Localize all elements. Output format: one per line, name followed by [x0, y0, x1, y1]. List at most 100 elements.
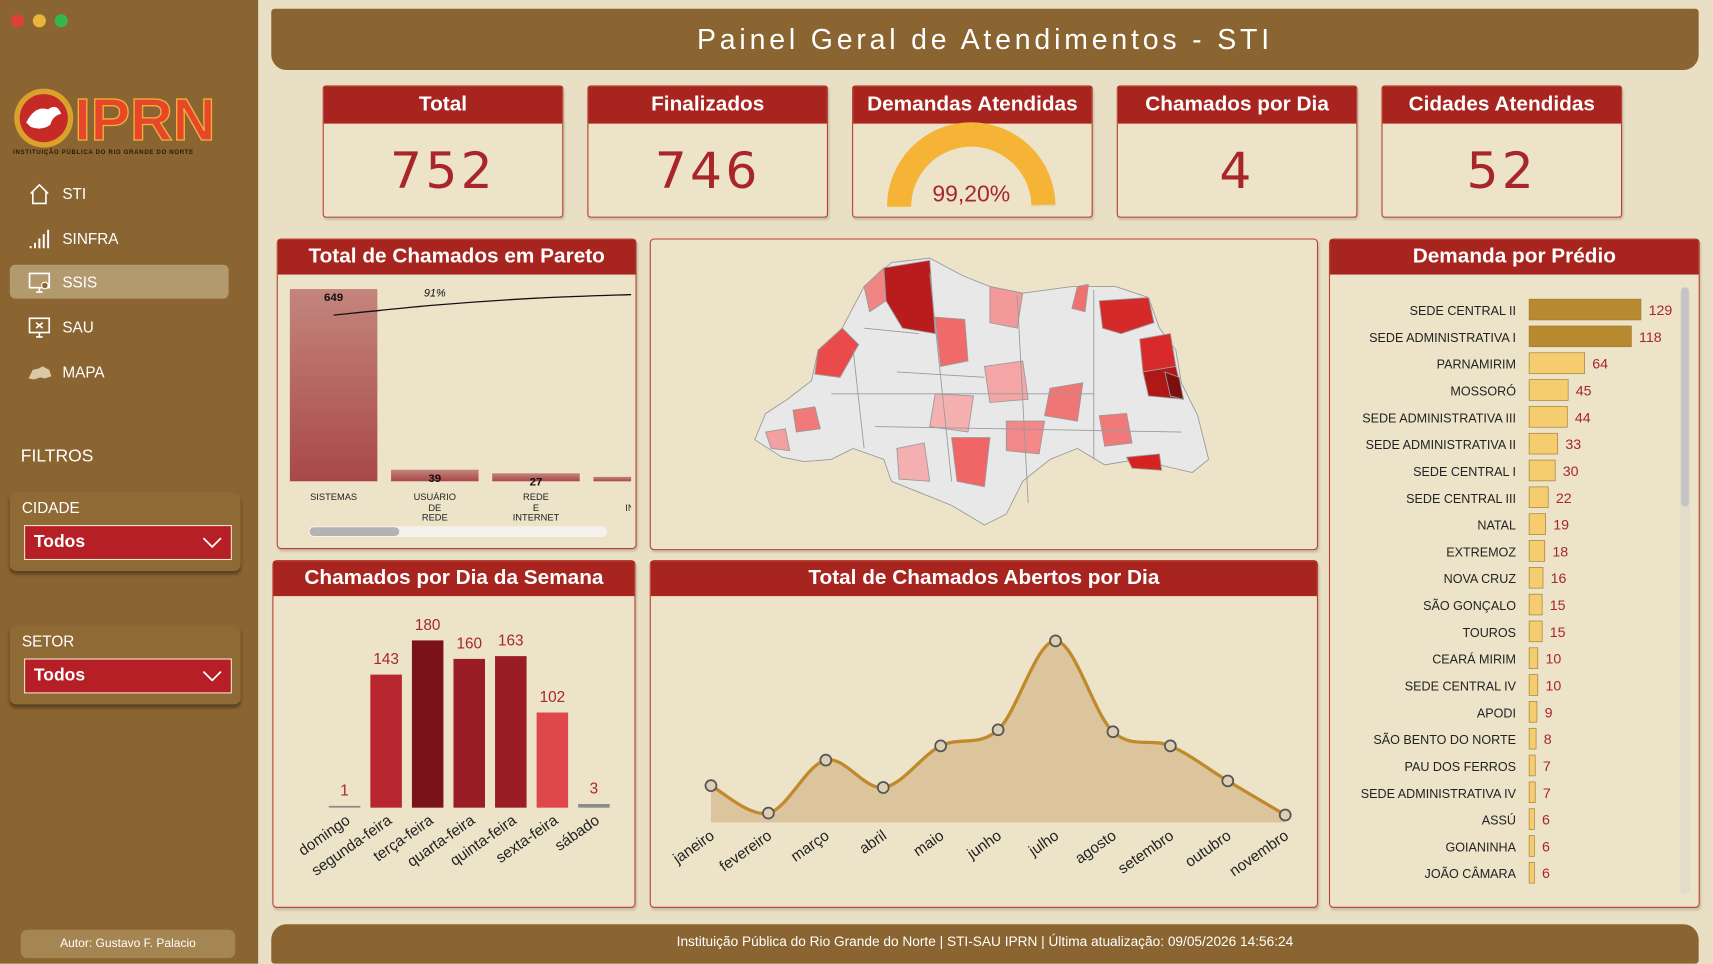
y-tick-label: SÃO BENTO DO NORTE [1373, 733, 1516, 747]
bar [1528, 432, 1559, 455]
map-region [863, 267, 887, 313]
y-tick-label: NOVA CRUZ [1444, 572, 1517, 586]
pareto-labels: SISTEMAS USUÁRIO DE REDE REDE E INTERNET E … [281, 488, 631, 527]
map-region [814, 327, 860, 378]
map-region [765, 428, 791, 452]
y-tick-label: MOSSORÓ [1450, 383, 1516, 398]
value-label: 10 [1545, 678, 1561, 694]
map-region [989, 286, 1024, 329]
annotation: 91% [424, 287, 446, 299]
value-label: 9 [1545, 705, 1553, 721]
nav-label: MAPA [62, 362, 105, 381]
filter-label: CIDADE [21, 498, 80, 517]
kpi-title: Cidades Atendidas [1382, 86, 1622, 124]
y-tick-label: SEDE CENTRAL II [1410, 304, 1516, 318]
x-tick-label: novembro [1226, 827, 1291, 880]
window-close[interactable] [10, 14, 25, 28]
window-minimize[interactable] [32, 14, 46, 28]
nav-label: SAU [62, 317, 94, 336]
y-tick-label: ASSÚ [1482, 813, 1516, 828]
value-label: 1 [340, 782, 349, 799]
map-region [1098, 297, 1155, 335]
scrollbar-thumb[interactable] [1681, 287, 1689, 507]
footer: Instituição Pública do Rio Grande do Nor… [271, 924, 1699, 964]
value-label: 649 [324, 292, 343, 304]
filter-dropdown[interactable]: Todos [24, 525, 232, 561]
logo-subtitle: INSTITUIÇÃO PÚBLICA DO RIO GRANDE DO NOR… [13, 149, 194, 156]
value-label: 163 [498, 633, 524, 650]
map-region [896, 442, 931, 482]
bar [1528, 298, 1642, 321]
bar [1528, 540, 1546, 562]
nav-item[interactable]: MAPA [10, 354, 229, 388]
y-tick-label: SEDE ADMINISTRATIVA III [1362, 411, 1516, 425]
sidebar: IPRN INSTITUIÇÃO PÚBLICA DO RIO GRANDE D… [0, 0, 259, 964]
nav-item[interactable]: SSIS [9, 264, 229, 299]
y-tick-label: TOUROS [1462, 626, 1516, 640]
filter-card: SETOR Todos [9, 625, 241, 705]
bar [1528, 701, 1538, 723]
nav-item[interactable]: SAU [10, 310, 229, 344]
bar [289, 289, 378, 482]
bar [1528, 325, 1632, 348]
point [876, 781, 890, 794]
y-tick-label: GOIANINHA [1446, 840, 1517, 854]
value-label: 27 [530, 476, 543, 488]
value-label: 15 [1550, 625, 1566, 641]
nav-label: SSIS [62, 272, 98, 291]
value-label: 118 [1639, 330, 1662, 346]
chevron [202, 670, 222, 682]
map-region [1044, 382, 1084, 422]
map-region [983, 360, 1029, 403]
nav-item[interactable]: STI [10, 176, 229, 210]
x-tick-label: março [788, 827, 833, 865]
kpi-value: 52 [1466, 141, 1538, 201]
kpi-title: Total [323, 86, 563, 124]
logo-text: IPRN [74, 87, 215, 153]
x-tick-label: janeiro [669, 827, 717, 868]
weekday-panel: Chamados por Dia da Semana [272, 560, 636, 908]
icon [29, 229, 50, 248]
filter-value: Todos [33, 532, 86, 552]
nav-item[interactable]: SINFRA [10, 221, 229, 255]
value-label: 33 [1565, 437, 1581, 453]
bar [1528, 808, 1535, 830]
kpi-card: Total 752 [322, 85, 564, 218]
window-maximize[interactable] [54, 14, 68, 28]
value-label: 6 [1542, 839, 1550, 855]
bar [453, 658, 485, 808]
point [704, 779, 718, 792]
scrollbar-thumb[interactable] [309, 527, 400, 536]
filter-dropdown[interactable]: Todos [24, 658, 232, 694]
x-tick-label: E INSTI [625, 501, 631, 513]
value-label: 15 [1550, 598, 1566, 614]
kpi-value: 746 [654, 141, 761, 201]
y-tick-label: SEDE CENTRAL III [1406, 492, 1516, 506]
kpi-title: Finalizados [588, 86, 827, 124]
nav-label: STI [62, 184, 87, 202]
author: Autor: Gustavo F. Palacio [20, 929, 236, 959]
y-tick-label: CEARÁ MIRIM [1432, 652, 1516, 667]
bar [492, 473, 580, 482]
y-tick-label: EXTREMOZ [1446, 545, 1516, 559]
map-region [1139, 333, 1177, 373]
filter-card: CIDADE Todos [9, 492, 241, 571]
value-label: 39 [428, 473, 441, 485]
y-tick-label: PAU DOS FERROS [1405, 760, 1516, 774]
bar [1528, 486, 1549, 509]
icon [28, 365, 52, 380]
map-region [1098, 412, 1133, 447]
point [1278, 808, 1292, 822]
y-tick-label: SEDE ADMINISTRATIVA IV [1361, 787, 1517, 801]
bar [1528, 567, 1544, 589]
bar [1528, 727, 1537, 750]
cumulative-line [333, 293, 632, 316]
filters-title: FILTROS [20, 447, 94, 466]
kpi-card: Finalizados 746 [587, 85, 829, 218]
panel-title: Total de Chamados em Pareto [277, 239, 636, 275]
x-tick-label: setembro [1115, 827, 1177, 878]
point [1049, 634, 1062, 648]
value-label: 180 [415, 617, 441, 634]
chevron [202, 537, 222, 548]
